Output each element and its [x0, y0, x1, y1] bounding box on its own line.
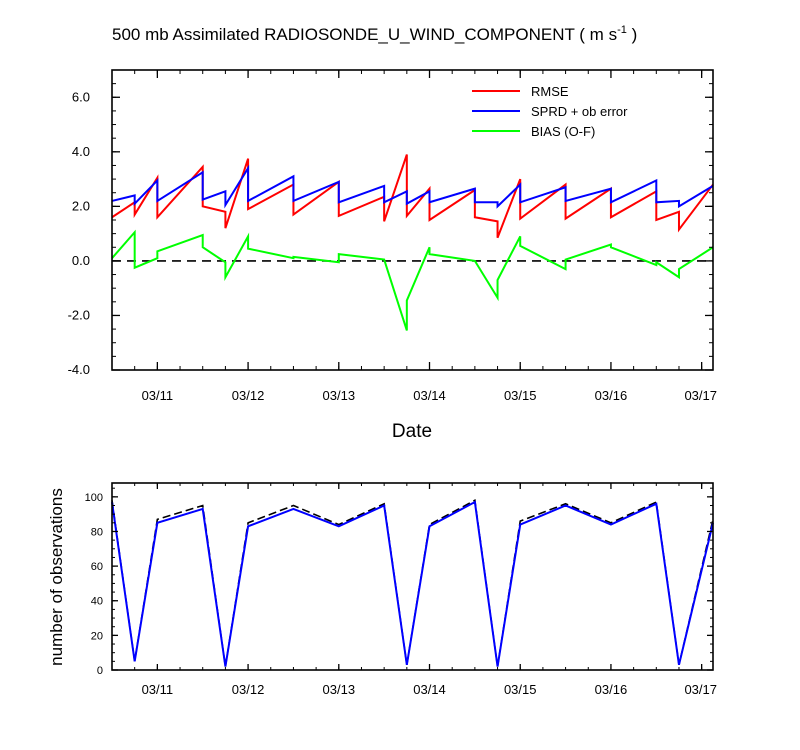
- top-y-tick-label: -4.0: [68, 362, 90, 377]
- x-axis-title: Date: [392, 421, 432, 442]
- top-series-layer: [111, 154, 714, 331]
- top-y-tick-label: 6.0: [72, 89, 90, 104]
- bottom-y-tick-label: 40: [91, 596, 103, 608]
- bottom-y-tick-label: 80: [91, 526, 103, 538]
- top-y-tick-label: 0.0: [72, 253, 90, 268]
- top-x-tick-label: 03/16: [595, 388, 628, 403]
- bottom-x-tick-label: 03/16: [595, 682, 628, 697]
- bottom-x-tick-label: 03/11: [142, 682, 174, 697]
- top-series-bias-o-f: [111, 229, 714, 331]
- top-x-tick-label: 03/12: [232, 388, 265, 403]
- bottom-x-tick-label: 03/14: [413, 682, 446, 697]
- top-y-tick-label: 4.0: [72, 144, 90, 159]
- bottom-y-tick-label: 60: [91, 561, 103, 573]
- bottom-x-tick-label: 03/13: [323, 682, 356, 697]
- bottom-axes: 03/11 03/12 03/13 03/14 03/15 03/16 03/17 0 20 40…: [85, 482, 717, 697]
- top-x-tick-label: 03/11: [142, 388, 174, 403]
- legend-label: SPRD + ob error: [531, 104, 628, 119]
- bottom-panel: 03/11 03/12 03/13 03/14 03/15 03/16 03/17 0 20 40…: [47, 482, 717, 697]
- top-x-tick-label: 03/13: [323, 388, 356, 403]
- bottom-x-tick-label: 03/15: [504, 682, 537, 697]
- top-panel: 500 mb Assimilated RADIOSONDE_U_WIND_COM…: [68, 24, 717, 442]
- bottom-x-tick-label: 03/17: [684, 682, 717, 697]
- top-series-sprd-ob-error: [111, 164, 714, 209]
- bottom-y-tick-label: 20: [91, 630, 103, 642]
- top-x-tick-label: 03/17: [684, 388, 717, 403]
- chart-title: 500 mb Assimilated RADIOSONDE_U_WIND_COM…: [112, 24, 637, 44]
- bottom-y-tick-label: 100: [85, 492, 103, 504]
- bottom-series-assimilated-observations: [111, 500, 714, 667]
- bottom-plot-frame: [111, 482, 714, 671]
- bottom-x-tick-label: 03/12: [232, 682, 265, 697]
- bottom-series-layer: [111, 499, 714, 667]
- bottom-y-tick-label: 0: [97, 665, 103, 677]
- top-x-tick-label: 03/14: [413, 388, 446, 403]
- top-axes: 03/11 03/12 03/13 03/14 03/15 03/16 03/17 -4.0 -…: [68, 69, 717, 403]
- top-y-tick-label: 2.0: [72, 198, 90, 213]
- top-x-tick-label: 03/15: [504, 388, 537, 403]
- top-y-tick-label: -2.0: [68, 307, 90, 322]
- bottom-series-total-observations: [111, 499, 714, 667]
- legend-label: BIAS (O-F): [531, 124, 595, 139]
- legend-label: RMSE: [531, 84, 569, 99]
- y-axis-title-observations: number of observations: [47, 488, 66, 666]
- legend: RMSE SPRD + ob error BIAS (O-F): [472, 84, 628, 139]
